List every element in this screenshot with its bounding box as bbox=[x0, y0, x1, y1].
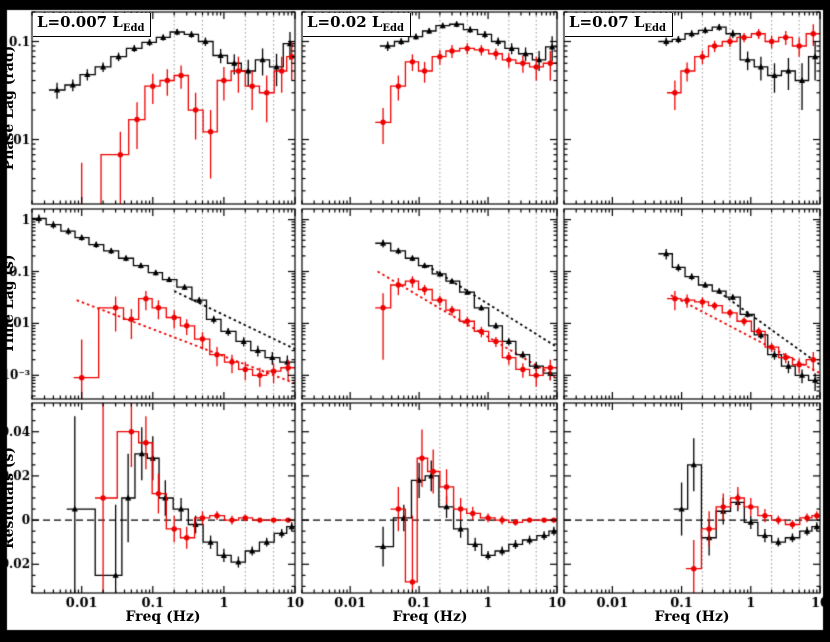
y-axis-label-residuals: Residuals (s) bbox=[1, 447, 17, 549]
panel-title-subscript: Edd bbox=[382, 23, 405, 34]
x-axis-label-col2: Freq (Hz) bbox=[392, 609, 468, 625]
panel-title-l007: L=0.07 LEdd bbox=[565, 13, 674, 37]
panel-title-text: L=0.07 L bbox=[569, 13, 645, 31]
panel-title-text: L=0.007 L bbox=[37, 13, 123, 31]
panel-title-l0007: L=0.007 LEdd bbox=[33, 13, 152, 37]
panel-title-text: L=0.02 L bbox=[307, 13, 383, 31]
panel-title-subscript: Edd bbox=[644, 23, 667, 34]
panel-title-l002: L=0.02 LEdd bbox=[303, 13, 412, 37]
y-axis-label-phase-lag: Phase Lag (rad) bbox=[1, 45, 17, 171]
x-axis-label-col1: Freq (Hz) bbox=[125, 609, 201, 625]
x-axis-label-col3: Freq (Hz) bbox=[654, 609, 730, 625]
y-axis-label-time-lag: Time Lag (s) bbox=[1, 254, 17, 354]
panel-title-subscript: Edd bbox=[122, 23, 145, 34]
